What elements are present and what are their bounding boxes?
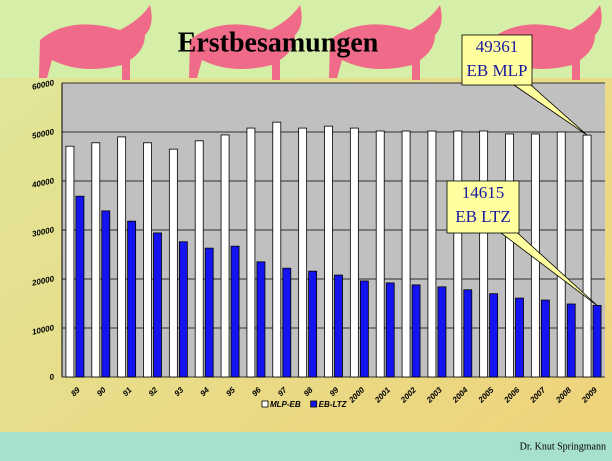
bar [375, 130, 385, 378]
bar [385, 282, 395, 378]
bar [272, 121, 282, 378]
bar [91, 142, 101, 378]
bar [256, 261, 266, 378]
bar [220, 134, 230, 378]
callout-box [446, 180, 520, 234]
bar [230, 245, 240, 378]
bar [101, 210, 111, 378]
bar [194, 140, 204, 378]
bar [401, 130, 411, 378]
bar [153, 232, 162, 378]
callout-text: 49361 [476, 37, 519, 56]
bar [204, 247, 214, 378]
bar [515, 297, 524, 378]
bar [178, 241, 188, 378]
chart-title: Erstbesamungen [178, 27, 379, 58]
bar [359, 280, 369, 378]
bar [117, 136, 127, 378]
legend-label: MLP-EB [270, 400, 301, 409]
legend-swatch [310, 400, 318, 408]
bar [168, 148, 178, 378]
bar [489, 293, 499, 378]
bar [463, 289, 473, 378]
bar [143, 142, 152, 378]
bar [566, 303, 576, 378]
callout-text: EB MLP [467, 61, 528, 80]
bar [427, 130, 437, 378]
callout-text: 14615 [462, 183, 505, 202]
y-tick-label: 0 [49, 372, 56, 382]
bar [75, 195, 85, 378]
bar [324, 125, 333, 378]
bar [540, 299, 550, 378]
footer: Dr. Knut Springmann [520, 441, 606, 452]
bar [308, 270, 318, 378]
bar [127, 220, 137, 378]
bar [556, 131, 566, 378]
callout-text: EB LTZ [455, 207, 511, 226]
legend-swatch [261, 400, 269, 408]
bar [453, 130, 463, 378]
bar [411, 284, 421, 378]
bar [282, 267, 292, 378]
callout-box [461, 34, 533, 86]
bar [349, 127, 359, 378]
bar [334, 274, 343, 378]
footer-band [0, 432, 612, 461]
bar [505, 133, 514, 378]
bar [298, 127, 308, 378]
bar [246, 127, 256, 378]
legend-label: EB-LTZ [319, 400, 348, 409]
bar [479, 130, 489, 378]
bar [582, 134, 592, 378]
bar [592, 304, 602, 378]
bar [65, 145, 75, 378]
bar [437, 286, 447, 378]
